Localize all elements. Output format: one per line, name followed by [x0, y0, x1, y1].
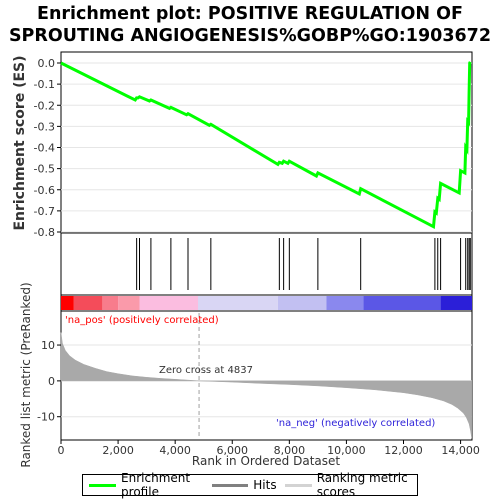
enrichment-profile-line	[60, 61, 472, 230]
ranked-colorbar	[61, 296, 472, 310]
metric-x-axis-ticks: 0 2,000 4,000 6,000 8,000 10,000 12,000 14,000	[58, 440, 480, 457]
colorbar-segment	[102, 296, 119, 310]
metric-y-tick-label: -10	[37, 411, 55, 424]
legend-ranking-swatch	[284, 483, 312, 487]
metric-x-tick-label: 8,000	[274, 444, 306, 457]
es-y-tick-label: 0.0	[38, 57, 56, 70]
zero-cross-annotation: Zero cross at 4837	[159, 365, 253, 376]
es-y-tick-label: -0.4	[34, 142, 55, 155]
colorbar-segment	[118, 296, 140, 310]
colorbar-segment	[363, 296, 441, 310]
legend-ranking-label: Ranking metric scores	[316, 471, 408, 499]
es-panel: 0.0 -0.1 -0.2 -0.3 -0.4 -0.5 -0.6 -0.7 -0.8 Enri…	[12, 51, 473, 239]
legend-enrichment-label: Enrichment profile	[121, 471, 191, 499]
legend-item-hits: Hits	[212, 478, 277, 492]
colorbar-panel	[60, 294, 473, 312]
metric-y-tick-label: 0	[48, 375, 55, 388]
hit-markers	[136, 238, 471, 290]
metric-y-axis-label: Ranked list metric (PreRanked)	[19, 282, 33, 467]
chart-legend: Enrichment profile Hits Ranking metric s…	[82, 471, 418, 499]
es-y-tick-label: -0.1	[34, 78, 55, 91]
na-neg-annotation: 'na_neg' (negatively correlated)	[276, 418, 435, 429]
colorbar-segment	[73, 296, 103, 310]
hits-frame	[60, 232, 473, 296]
metric-y-tick-label: 10	[41, 339, 55, 352]
es-y-tick-label: -0.7	[34, 205, 55, 218]
metric-y-axis-ticks: 10 0 -10	[37, 339, 61, 424]
es-y-tick-label: -0.5	[34, 163, 55, 176]
metric-x-tick-label: 0	[58, 444, 65, 457]
colorbar-segment	[139, 296, 198, 310]
metric-x-tick-label: 14,000	[441, 444, 480, 457]
metric-x-tick-label: 10,000	[327, 444, 366, 457]
colorbar-segment	[326, 296, 364, 310]
metric-x-tick-label: 2,000	[102, 444, 134, 457]
metric-x-tick-label: 4,000	[159, 444, 191, 457]
legend-hits-label: Hits	[253, 478, 277, 492]
colorbar-segment	[61, 296, 74, 310]
legend-item-enrichment: Enrichment profile	[89, 471, 204, 499]
metric-x-tick-label: 12,000	[384, 444, 423, 457]
legend-hits-swatch	[212, 483, 249, 487]
colorbar-segment	[440, 296, 472, 310]
hits-panel	[60, 232, 473, 296]
na-pos-annotation: 'na_pos' (positively correlated)	[65, 315, 219, 326]
es-y-axis-ticks: 0.0 -0.1 -0.2 -0.3 -0.4 -0.5 -0.6 -0.7 -0.8	[34, 57, 61, 239]
chart-title-line1: Enrichment plot: POSITIVE REGULATION OF	[37, 4, 463, 24]
es-y-tick-label: -0.2	[34, 99, 55, 112]
metric-x-tick-label: 6,000	[217, 444, 249, 457]
metric-panel: 10 0 -10 0 2,000 4,000 6,000 8,000 10,000 12,000…	[19, 282, 480, 468]
colorbar-segment	[198, 296, 278, 310]
es-y-tick-label: -0.3	[34, 120, 55, 133]
metric-x-axis-label: Rank in Ordered Dataset	[192, 454, 340, 468]
legend-enrichment-swatch	[89, 483, 117, 487]
chart-title-line2: SPROUTING ANGIOGENESIS%GOBP%GO:1903672	[8, 26, 492, 46]
legend-item-ranking: Ranking metric scores	[284, 471, 417, 499]
es-y-axis-label: Enrichment score (ES)	[12, 55, 28, 230]
ranking-metric-area	[60, 332, 472, 439]
colorbar-segment	[277, 296, 327, 310]
es-y-tick-label: -0.6	[34, 184, 55, 197]
es-y-tick-label: -0.8	[34, 226, 55, 239]
es-plot-frame	[60, 51, 473, 234]
